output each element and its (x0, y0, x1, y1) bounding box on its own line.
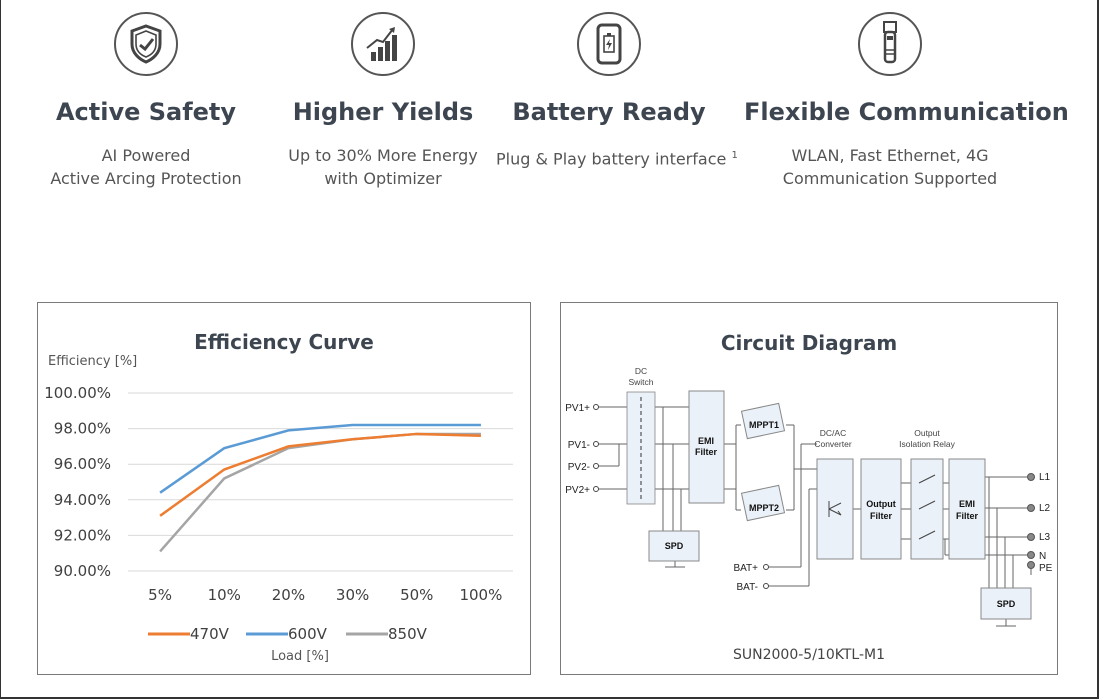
chart-title: Efficiency Curve (194, 330, 374, 354)
y-tick-label: 90.00% (54, 562, 111, 580)
series-line-470V (159, 432, 481, 517)
mppt1-box (740, 402, 786, 440)
series-line-850V (159, 432, 481, 553)
relay-label: Isolation Relay (899, 439, 956, 449)
feature-flexible-communication: Flexible Communication WLAN, Fast Ethern… (744, 12, 1069, 190)
output-filter-box (860, 458, 902, 560)
spd-output-label: SPD (997, 599, 1016, 609)
output-label: L1 (1039, 472, 1051, 483)
circuit-diagram-panel: Circuit Diagram (560, 302, 1058, 675)
emi-filter-label: EMI (698, 436, 714, 446)
growth-chart-icon (351, 12, 415, 76)
output-filter-label: Filter (870, 511, 893, 521)
x-tick-label: 5% (148, 586, 172, 604)
converter-label: Converter (814, 439, 851, 449)
y-axis-label: Efficiency [%] (48, 354, 137, 369)
spd-input-box (648, 530, 700, 562)
feature-active-safety: Active Safety AI Powered Active Arcing P… (32, 12, 260, 190)
feature-line: Communication Supported (782, 169, 998, 188)
circuit-schematic: PV1+ PV1- PV2- PV2+ BAT+ BAT- L1 L2 L3 N… (565, 366, 1053, 627)
input-label: PV2- (568, 462, 590, 473)
input-terminals (593, 404, 769, 589)
emi-filter-input-box (688, 390, 725, 504)
battery-label: BAT- (737, 582, 758, 593)
legend-label: 470V (190, 625, 230, 643)
efficiency-chart: Efficiency [%] 100.00% 98.00% 96.00% 94.00%… (44, 354, 513, 664)
input-label: PV2+ (565, 485, 590, 496)
legend: 470V 600V 850V (148, 625, 428, 643)
igbt-symbol (828, 501, 842, 517)
output-label: PE (1039, 563, 1053, 574)
series-lines (159, 423, 481, 553)
feature-line: with Optimizer (324, 169, 442, 188)
x-axis-label: Load [%] (271, 649, 329, 664)
y-tick-label: 96.00% (54, 455, 111, 473)
output-label: L2 (1039, 503, 1051, 514)
phone-battery-icon (577, 12, 641, 76)
converter-label: DC/AC (820, 428, 846, 438)
x-tick-label: 50% (400, 586, 433, 604)
output-label: N (1039, 551, 1046, 562)
dcac-converter-box (816, 458, 854, 560)
feature-description: WLAN, Fast Ethernet, 4G Communication Su… (744, 144, 1036, 190)
x-tick-label: 30% (336, 586, 369, 604)
emi-filter-out-label: EMI (959, 499, 975, 509)
relay-label: Output (914, 428, 940, 438)
mppt1-label: MPPT1 (749, 420, 779, 430)
footnote-marker: 1 (731, 150, 738, 161)
feature-line: Plug & Play battery interface 1 (496, 144, 738, 170)
feature-title: Flexible Communication (744, 98, 1069, 126)
dc-switch-label: DC (635, 366, 647, 376)
model-name: SUN2000-5/10KTL-M1 (733, 647, 885, 663)
y-tick-label: 92.00% (54, 526, 111, 544)
mppt2-label: MPPT2 (749, 503, 779, 513)
emi-filter-out-label: Filter (956, 511, 979, 521)
dc-switch-label: Switch (628, 377, 653, 387)
feature-line: Up to 30% More Energy (288, 146, 478, 165)
feature-line: AI Powered (101, 146, 191, 165)
mppt2-box (740, 484, 786, 522)
spd-input-label: SPD (665, 541, 684, 551)
output-terminals (1027, 473, 1035, 569)
x-tick-label: 100% (459, 586, 502, 604)
shield-check-icon (114, 12, 178, 76)
feature-line: WLAN, Fast Ethernet, 4G (791, 146, 989, 165)
battery-label: BAT+ (733, 563, 758, 574)
output-filter-label: Output (866, 499, 896, 509)
frame-right-border (1097, 0, 1099, 699)
series-line-600V (159, 423, 481, 494)
emi-filter-output-box (948, 458, 986, 560)
usb-dongle-icon (858, 12, 922, 76)
feature-description: Plug & Play battery interface 1 (496, 144, 738, 170)
frame-bottom-border (0, 697, 1099, 699)
feature-title: Active Safety (55, 98, 237, 126)
grid-lines (128, 392, 513, 572)
feature-title: Battery Ready (512, 98, 706, 126)
spd-output-box (980, 587, 1032, 620)
y-tick-label: 100.00% (44, 384, 111, 402)
legend-label: 600V (288, 625, 328, 643)
relay-contacts (918, 474, 936, 540)
input-label: PV1+ (565, 403, 590, 414)
input-label: PV1- (568, 440, 590, 451)
emi-filter-label: Filter (695, 447, 718, 457)
circuit-title: Circuit Diagram (720, 331, 898, 355)
feature-title: Higher Yields (292, 98, 474, 126)
feature-higher-yields: Higher Yields Up to 30% More Energy with… (270, 12, 496, 190)
isolation-relay-box (910, 458, 944, 560)
y-tick-label: 98.00% (54, 420, 111, 438)
x-tick-label: 20% (272, 586, 305, 604)
frame-left-border (0, 0, 1, 699)
legend-label: 850V (388, 625, 428, 643)
efficiency-curve-panel: Efficiency Curve Efficiency [%] 100.00% 9… (37, 302, 531, 675)
feature-line: Active Arcing Protection (50, 169, 242, 188)
tick-labels: 100.00% 98.00% 96.00% 94.00% 92.00% 90.00% 5% 1… (44, 384, 502, 604)
y-tick-label: 94.00% (54, 491, 111, 509)
feature-description: AI Powered Active Arcing Protection (32, 144, 260, 190)
feature-battery-ready: Battery Ready Plug & Play battery interf… (496, 12, 738, 170)
x-tick-label: 10% (208, 586, 241, 604)
feature-description: Up to 30% More Energy with Optimizer (270, 144, 496, 190)
feature-line-text: Plug & Play battery interface (496, 149, 727, 169)
output-label: L3 (1039, 532, 1051, 543)
